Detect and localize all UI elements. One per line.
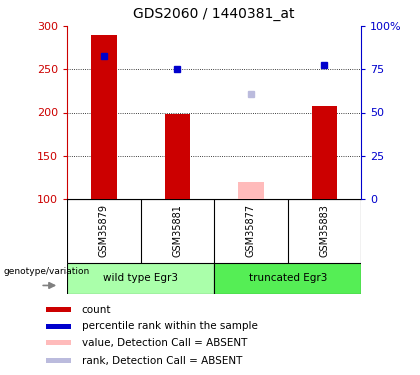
Text: genotype/variation: genotype/variation (3, 267, 89, 276)
Bar (46, 358, 71, 363)
Bar (67, 262, 214, 294)
Text: truncated Egr3: truncated Egr3 (249, 273, 327, 284)
Text: wild type Egr3: wild type Egr3 (103, 273, 178, 284)
Bar (46, 340, 71, 345)
Text: rank, Detection Call = ABSENT: rank, Detection Call = ABSENT (82, 356, 242, 366)
Bar (312, 106, 337, 199)
Bar (46, 307, 71, 312)
Bar (238, 182, 264, 199)
Text: GSM35881: GSM35881 (173, 204, 182, 257)
Text: count: count (82, 305, 111, 315)
Text: percentile rank within the sample: percentile rank within the sample (82, 321, 257, 331)
Text: GSM35883: GSM35883 (320, 204, 329, 257)
Title: GDS2060 / 1440381_at: GDS2060 / 1440381_at (134, 7, 295, 21)
Text: GSM35877: GSM35877 (246, 204, 256, 257)
Bar (46, 324, 71, 329)
Bar (91, 35, 117, 199)
Bar (165, 114, 190, 199)
Bar (214, 262, 361, 294)
Text: value, Detection Call = ABSENT: value, Detection Call = ABSENT (82, 338, 247, 348)
Text: GSM35879: GSM35879 (99, 204, 109, 257)
